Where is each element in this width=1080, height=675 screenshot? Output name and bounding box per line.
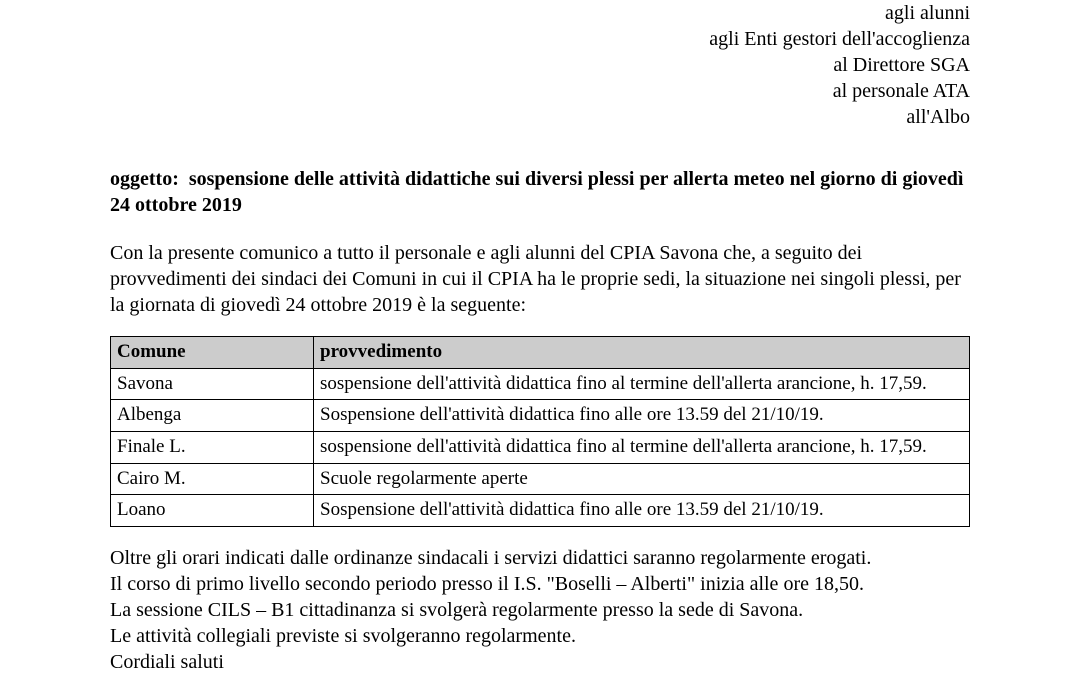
document-page: agli alunni agli Enti gestori dell'accog… bbox=[0, 0, 1080, 675]
addressee-line: agli alunni bbox=[110, 0, 970, 26]
table-header-row: Comune provvedimento bbox=[111, 337, 970, 369]
closing-line: Cordiali saluti bbox=[110, 649, 970, 675]
addressee-line: al personale ATA bbox=[110, 78, 970, 104]
cell-provvedimento: Scuole regolarmente aperte bbox=[314, 463, 970, 495]
closing-line: Le attività collegiali previste si svolg… bbox=[110, 623, 970, 649]
table-header-comune: Comune bbox=[111, 337, 314, 369]
closing-line: Oltre gli orari indicati dalle ordinanze… bbox=[110, 545, 970, 571]
table-row: Albenga Sospensione dell'attività didatt… bbox=[111, 400, 970, 432]
cell-comune: Albenga bbox=[111, 400, 314, 432]
subject-line: oggetto: sospensione delle attività dida… bbox=[110, 166, 970, 218]
addressees-block: agli alunni agli Enti gestori dell'accog… bbox=[110, 0, 970, 130]
subject-label: oggetto: bbox=[110, 168, 179, 190]
table-header-provvedimento: provvedimento bbox=[314, 337, 970, 369]
table-row: Savona sospensione dell'attività didatti… bbox=[111, 368, 970, 400]
intro-paragraph: Con la presente comunico a tutto il pers… bbox=[110, 240, 970, 318]
subject-text: sospensione delle attività didattiche su… bbox=[110, 168, 963, 216]
closing-line: La sessione CILS – B1 cittadinanza si sv… bbox=[110, 597, 970, 623]
table-row: Finale L. sospensione dell'attività dida… bbox=[111, 432, 970, 464]
closing-line: Il corso di primo livello secondo period… bbox=[110, 571, 970, 597]
table-row: Cairo M. Scuole regolarmente aperte bbox=[111, 463, 970, 495]
cell-comune: Cairo M. bbox=[111, 463, 314, 495]
cell-comune: Savona bbox=[111, 368, 314, 400]
addressee-line: all'Albo bbox=[110, 104, 970, 130]
addressee-line: al Direttore SGA bbox=[110, 52, 970, 78]
cell-provvedimento: Sospensione dell'attività didattica fino… bbox=[314, 495, 970, 527]
cell-provvedimento: sospensione dell'attività didattica fino… bbox=[314, 432, 970, 464]
cell-comune: Finale L. bbox=[111, 432, 314, 464]
cell-comune: Loano bbox=[111, 495, 314, 527]
cell-provvedimento: sospensione dell'attività didattica fino… bbox=[314, 368, 970, 400]
cell-provvedimento: Sospensione dell'attività didattica fino… bbox=[314, 400, 970, 432]
closing-block: Oltre gli orari indicati dalle ordinanze… bbox=[110, 545, 970, 675]
addressee-line: agli Enti gestori dell'accoglienza bbox=[110, 26, 970, 52]
table-row: Loano Sospensione dell'attività didattic… bbox=[111, 495, 970, 527]
provvedimenti-table: Comune provvedimento Savona sospensione … bbox=[110, 336, 970, 527]
